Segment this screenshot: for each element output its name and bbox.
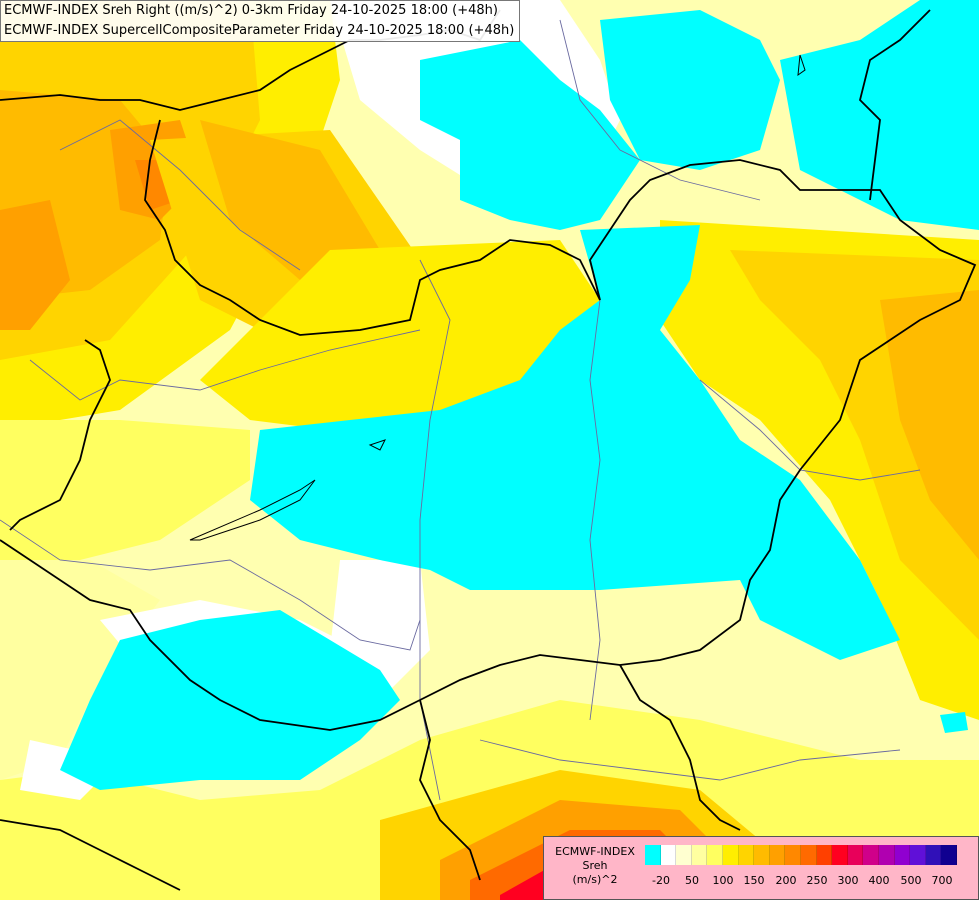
map-title-line1: ECMWF-INDEX Sreh Right ((m/s)^2) 0-3km F…: [4, 3, 498, 18]
border-lines: [0, 9, 977, 891]
legend-ticks: -20 50 100 150 200 250 300 400 500 700: [645, 874, 975, 890]
legend-swatch: [738, 845, 755, 865]
legend-tick-label: 400: [868, 874, 890, 887]
legend-swatch: [800, 845, 817, 865]
legend-swatch: [878, 845, 895, 865]
legend-tick-label: 250: [806, 874, 828, 887]
legend-swatch: [832, 845, 848, 865]
legend-swatch: [941, 845, 957, 865]
legend-swatch: [754, 845, 770, 865]
legend-swatch: [645, 845, 661, 865]
legend-swatch: [910, 845, 926, 865]
legend-tick-label: -20: [652, 874, 670, 887]
legend-tick-label: 150: [743, 874, 765, 887]
legend-swatch: [676, 845, 692, 865]
legend-swatch: [722, 845, 739, 865]
legend-swatch: [894, 845, 911, 865]
legend-swatch: [785, 845, 801, 865]
legend-title: ECMWF-INDEX: [555, 845, 635, 858]
legend-unit: (m/s)^2: [572, 873, 618, 886]
legend-tick-label: 200: [775, 874, 797, 887]
legend-swatch: [863, 845, 879, 865]
legend-swatch: [769, 845, 786, 865]
legend-tick-label: 50: [685, 874, 699, 887]
legend-tick-label: 100: [712, 874, 734, 887]
legend-swatch: [816, 845, 833, 865]
map-title-box: ECMWF-INDEX Sreh Right ((m/s)^2) 0-3km F…: [0, 0, 520, 42]
legend-tick-label: 300: [837, 874, 859, 887]
water-lines: [189, 54, 806, 541]
legend-tick-label: 500: [900, 874, 922, 887]
legend-label: ECMWF-INDEX Sreh (m/s)^2: [550, 845, 640, 887]
legend-swatch: [691, 845, 708, 865]
legend-parameter: Sreh: [582, 859, 608, 872]
legend-swatch: [847, 845, 864, 865]
color-legend: ECMWF-INDEX Sreh (m/s)^2 -20 50 100 150 200 2…: [543, 836, 979, 900]
legend-swatch: [925, 845, 942, 865]
map-title-line2: ECMWF-INDEX SupercellCompositeParameter …: [4, 23, 515, 38]
legend-tick-label: 700: [931, 874, 953, 887]
legend-swatch: [707, 845, 723, 865]
legend-swatches: [645, 845, 957, 865]
legend-swatch: [660, 845, 677, 865]
